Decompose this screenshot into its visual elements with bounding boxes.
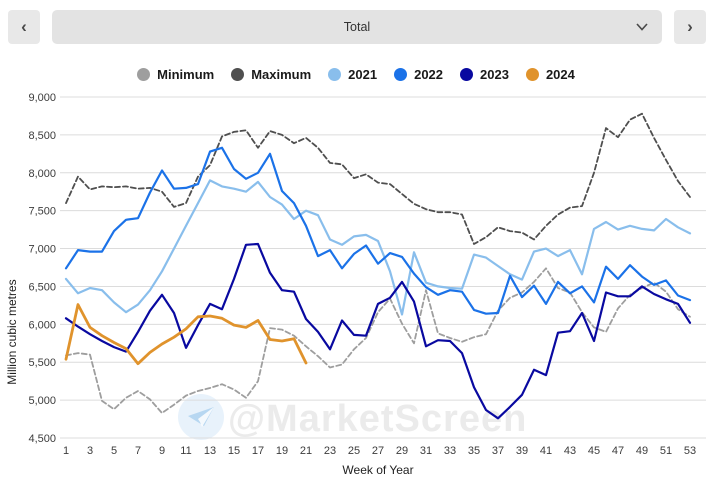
x-tick-label: 33 xyxy=(444,445,456,457)
x-tick-label: 41 xyxy=(540,445,552,457)
x-tick-label: 49 xyxy=(636,445,648,457)
legend-dot-icon xyxy=(525,67,539,81)
x-axis-ticks: 1 3 5 7 9 11 13 15 17 19 21 23 25 27 29 31 33 35 37 39 41 43 4… xyxy=(63,445,696,457)
series-lines xyxy=(64,112,692,420)
x-tick-label: 51 xyxy=(660,445,672,457)
legend-label: 2022 xyxy=(414,66,444,82)
legend-label: 2023 xyxy=(480,66,509,82)
series-line-2024[interactable] xyxy=(64,303,308,366)
next-button[interactable]: › xyxy=(674,10,706,44)
x-tick-label: 11 xyxy=(180,445,191,457)
dropdown-selected-value: Total xyxy=(343,20,371,34)
x-tick-label: 47 xyxy=(612,445,624,457)
x-tick-label: 15 xyxy=(228,445,240,457)
y-tick-label: 8,500 xyxy=(28,130,56,142)
header: ‹ Total › xyxy=(8,10,706,44)
watermark-text: @MarketScreen xyxy=(228,398,527,440)
x-tick-label: 23 xyxy=(324,445,336,457)
x-tick-label: 39 xyxy=(516,445,528,457)
x-tick-label: 5 xyxy=(111,445,117,457)
x-tick-label: 9 xyxy=(159,445,165,457)
x-tick-label: 1 xyxy=(63,445,69,457)
x-tick-label: 3 xyxy=(87,445,93,457)
legend-dot-icon xyxy=(231,67,245,81)
x-tick-label: 53 xyxy=(684,445,696,457)
legend-item-2024[interactable]: 2024 xyxy=(525,66,575,82)
x-tick-label: 43 xyxy=(564,445,576,457)
legend-item-2023[interactable]: 2023 xyxy=(460,67,509,82)
x-tick-label: 45 xyxy=(588,445,600,457)
gridlines xyxy=(60,96,706,439)
legend-label: Maximum xyxy=(251,66,312,82)
series-line-minimum[interactable] xyxy=(65,267,691,414)
y-tick-label: 9,000 xyxy=(28,92,56,104)
x-tick-label: 27 xyxy=(372,445,384,457)
x-tick-label: 17 xyxy=(252,445,264,457)
series-line-maximum[interactable] xyxy=(65,112,691,245)
legend-dot-icon xyxy=(328,67,342,81)
legend-item-2021[interactable]: 2021 xyxy=(328,67,377,82)
y-tick-label: 5,500 xyxy=(28,357,56,369)
y-tick-label: 6,500 xyxy=(28,281,56,293)
x-tick-label: 35 xyxy=(468,445,480,457)
y-axis-ticks: 4,500 5,000 5,500 6,000 6,500 7,000 7,500 8,000… xyxy=(28,92,56,445)
legend-label: 2021 xyxy=(348,66,378,82)
legend-item-2022[interactable]: 2022 xyxy=(394,67,443,82)
legend-item-maximum[interactable]: Maximum xyxy=(231,67,311,82)
x-tick-label: 31 xyxy=(420,445,432,457)
x-tick-label: 29 xyxy=(396,445,408,457)
line-chart: @MarketScreen 4,500 5,000 5,500 6,000 6,500 7… xyxy=(5,92,706,477)
series-line-2022[interactable] xyxy=(64,146,692,315)
y-tick-label: 5,000 xyxy=(28,395,56,407)
watermark: @MarketScreen xyxy=(178,394,527,440)
x-tick-label: 7 xyxy=(135,445,141,457)
legend-dot-icon xyxy=(394,67,408,81)
x-tick-label: 21 xyxy=(300,445,312,457)
legend-dot-icon xyxy=(460,67,474,81)
y-tick-label: 7,000 xyxy=(28,244,56,256)
chevron-down-icon xyxy=(636,23,648,31)
legend-label: Minimum xyxy=(157,66,215,82)
y-tick-label: 6,000 xyxy=(28,319,56,331)
x-tick-label: 25 xyxy=(348,445,360,457)
x-tick-label: 19 xyxy=(276,445,288,457)
y-tick-label: 8,000 xyxy=(28,168,56,180)
legend-item-minimum[interactable]: Minimum xyxy=(137,67,214,82)
y-axis-title: Million cubic metres xyxy=(5,279,19,384)
legend-label: 2024 xyxy=(545,66,575,82)
x-axis-title: Week of Year xyxy=(342,463,413,477)
legend: Minimum Maximum 2021 2022 2023 2024 xyxy=(0,62,712,86)
legend-dot-icon xyxy=(137,67,151,81)
prev-button[interactable]: ‹ xyxy=(8,10,40,44)
y-tick-label: 4,500 xyxy=(28,433,56,445)
series-line-2023[interactable] xyxy=(64,242,692,420)
series-line-2021[interactable] xyxy=(64,179,692,316)
y-tick-label: 7,500 xyxy=(28,206,56,218)
series-dropdown[interactable]: Total xyxy=(52,10,662,44)
x-tick-label: 13 xyxy=(204,445,216,457)
x-tick-label: 37 xyxy=(492,445,504,457)
